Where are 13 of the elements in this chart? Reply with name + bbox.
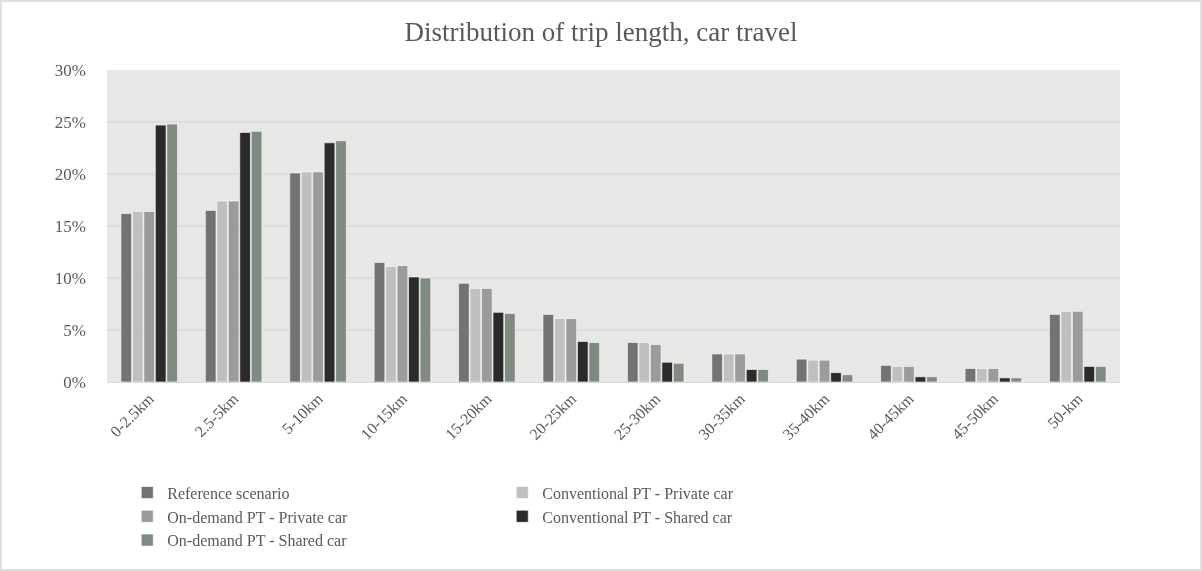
legend-label: Conventional PT - Private car [542,484,734,502]
y-tick-label: 20% [54,164,86,184]
y-tick-label: 30% [54,60,86,80]
legend-label: On-demand PT - Shared car [167,532,348,550]
chart-title: Distribution of trip length, car travel [404,16,798,47]
legend-label: Reference scenario [167,484,290,502]
y-tick-label: 10% [54,268,86,288]
legend-label: On-demand PT - Private car [167,508,349,526]
legend-label: Conventional PT - Shared car [542,508,733,526]
y-tick-label: 25% [54,112,86,132]
y-tick-label: 5% [63,320,86,340]
y-tick-label: 15% [54,216,86,236]
y-tick-label: 0% [63,372,86,392]
